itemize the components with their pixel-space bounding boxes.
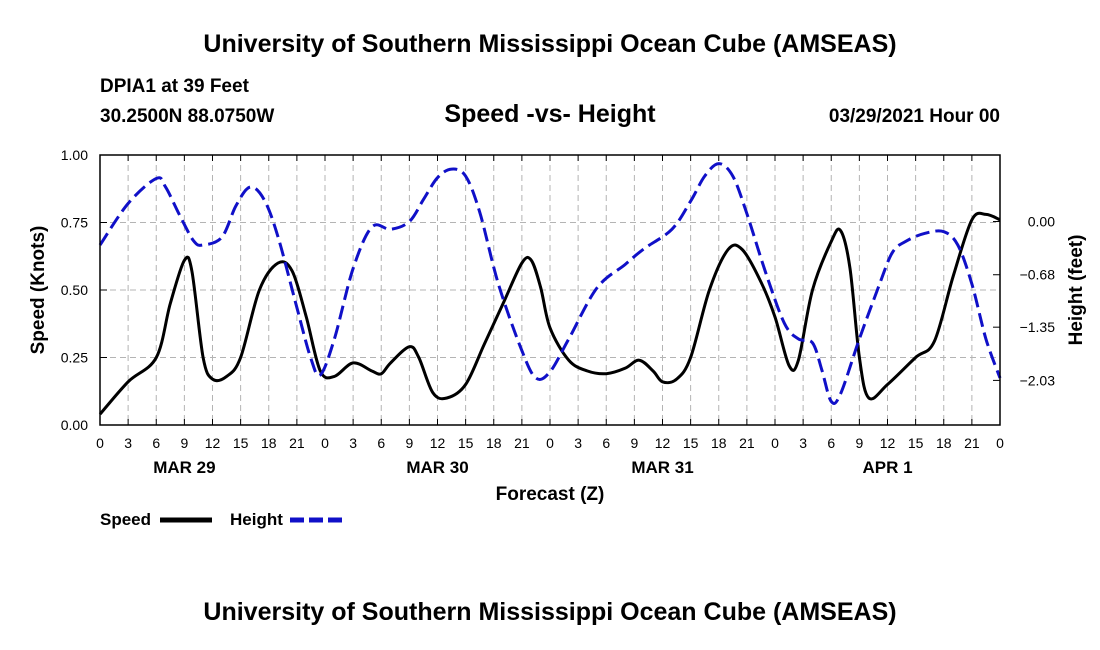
day-label: MAR 30 <box>406 458 468 477</box>
axis-labels: Forecast (Z) Speed (Knots) Height (feet) <box>28 226 1087 505</box>
bottom-title: University of Southern Mississippi Ocean… <box>203 598 897 626</box>
axes: 0 3 6 9 12 15 18 21 0 3 6 9 12 15 18 21 0 3 6 9 12 15 18 21 0 3 6 9… <box>61 147 1055 477</box>
x-tick-label: 18 <box>711 435 727 451</box>
x-tick-label: 21 <box>289 435 305 451</box>
x-tick-label: 6 <box>152 435 160 451</box>
legend-speed-label: Speed <box>100 510 151 529</box>
x-tick-label: 12 <box>430 435 446 451</box>
x-tick-label: 18 <box>261 435 277 451</box>
series-lines <box>98 162 1002 416</box>
station-label: DPIA1 at 39 Feet <box>100 76 249 97</box>
x-tick-label: 9 <box>405 435 413 451</box>
x-tick-label: 3 <box>124 435 132 451</box>
x-tick-label: 6 <box>827 435 835 451</box>
x-tick-label: 18 <box>936 435 952 451</box>
x-tick-label: 0 <box>321 435 329 451</box>
speed-series-line <box>98 211 1001 416</box>
x-tick-label: 0 <box>546 435 554 451</box>
right-tick-label: −2.03 <box>1020 372 1056 388</box>
day-label: MAR 31 <box>631 458 693 477</box>
x-tick-label: 3 <box>349 435 357 451</box>
left-tick-label: 0.25 <box>61 350 88 366</box>
x-tick-label: 15 <box>233 435 249 451</box>
x-tick-label: 21 <box>739 435 755 451</box>
x-tick-label: 18 <box>486 435 502 451</box>
x-tick-label: 6 <box>602 435 610 451</box>
x-tick-label: 15 <box>908 435 924 451</box>
legend: Speed Height <box>100 510 342 529</box>
right-axis-title: Height (feet) <box>1066 235 1087 346</box>
x-tick-label: 0 <box>771 435 779 451</box>
day-label: APR 1 <box>862 458 912 477</box>
x-tick-label: 9 <box>855 435 863 451</box>
x-tick-label: 0 <box>996 435 1004 451</box>
x-tick-label: 6 <box>377 435 385 451</box>
x-tick-label: 15 <box>458 435 474 451</box>
right-tick-label: 0.00 <box>1028 214 1055 230</box>
left-axis-title: Speed (Knots) <box>28 226 49 355</box>
x-tick-label: 21 <box>964 435 980 451</box>
coordinates-label: 30.2500N 88.0750W <box>100 106 275 127</box>
x-tick-label: 9 <box>630 435 638 451</box>
height-series-line <box>98 162 1002 405</box>
left-tick-label: 1.00 <box>61 147 88 163</box>
run-time-label: 03/29/2021 Hour 00 <box>828 106 1000 127</box>
legend-height-label: Height <box>230 510 283 529</box>
left-tick-label: 0.75 <box>61 215 88 231</box>
x-axis-title: Forecast (Z) <box>496 484 605 505</box>
top-title: University of Southern Mississippi Ocean… <box>203 30 897 58</box>
x-tick-label: 9 <box>180 435 188 451</box>
right-tick-label: −1.35 <box>1020 319 1056 335</box>
day-label: MAR 29 <box>153 458 215 477</box>
left-tick-label: 0.00 <box>61 417 88 433</box>
x-tick-label: 12 <box>655 435 671 451</box>
grid-lines <box>100 155 1000 425</box>
x-tick-label: 12 <box>880 435 896 451</box>
x-tick-label: 21 <box>514 435 530 451</box>
x-tick-label: 12 <box>205 435 221 451</box>
right-tick-label: −0.68 <box>1020 267 1056 283</box>
x-tick-label: 3 <box>574 435 582 451</box>
x-tick-label: 15 <box>683 435 699 451</box>
x-tick-label: 3 <box>799 435 807 451</box>
x-tick-label: 0 <box>96 435 104 451</box>
left-tick-label: 0.50 <box>61 282 88 298</box>
chart-title: Speed -vs- Height <box>444 100 656 128</box>
